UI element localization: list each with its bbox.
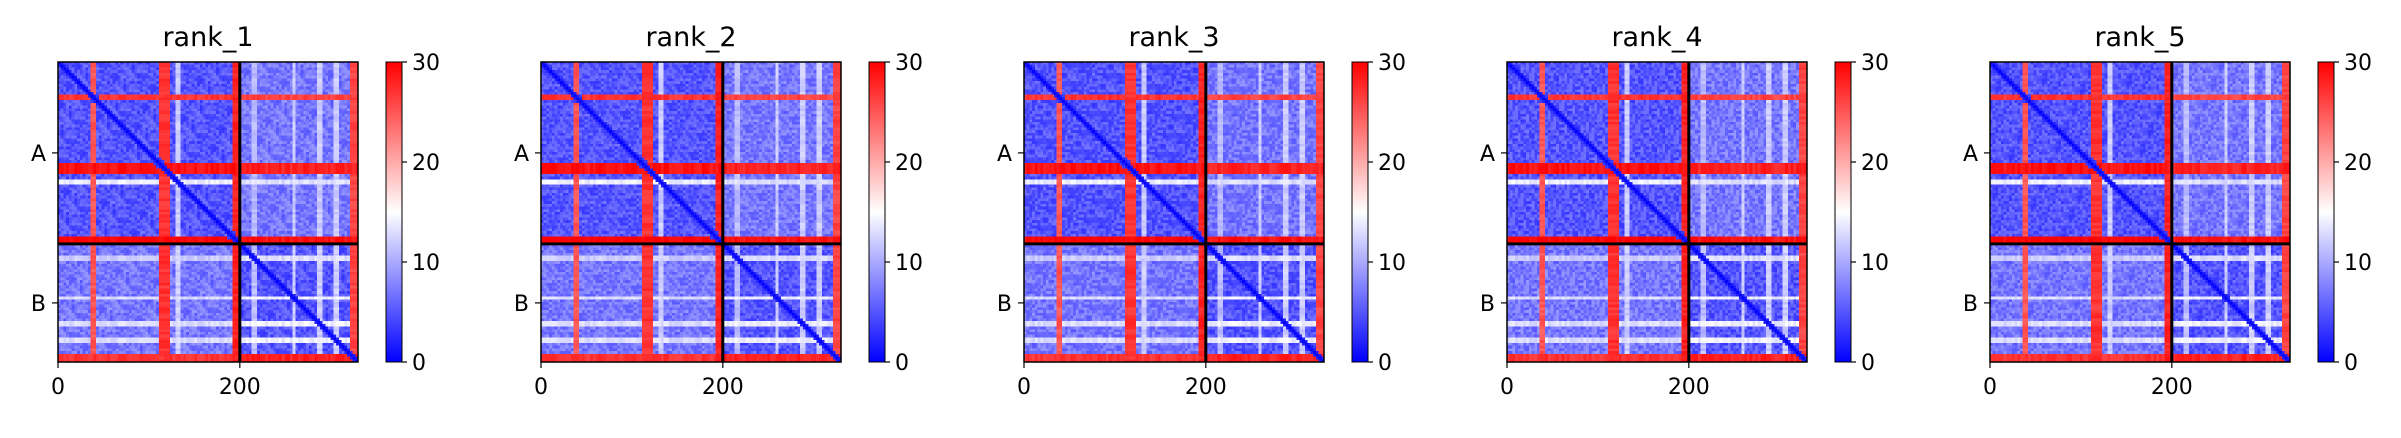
- axes-frame: [1989, 61, 2291, 363]
- colorbar-tick-label: 10: [895, 251, 923, 276]
- colorbar: [2317, 61, 2335, 363]
- x-tick-label: 0: [51, 375, 65, 400]
- x-tick-label: 0: [1017, 375, 1031, 400]
- colorbar-tick-label: 10: [2344, 251, 2372, 276]
- panel-title: rank_4: [1611, 22, 1702, 53]
- colorbar-tick-label: 20: [2344, 151, 2372, 176]
- colorbar: [868, 61, 886, 363]
- colorbar-tick-label: 20: [1378, 151, 1406, 176]
- heatmap-image: [1507, 62, 1807, 362]
- axes-frame: [1023, 61, 1325, 363]
- colorbar-tick-label: 20: [412, 151, 440, 176]
- colorbar-tick-label: 10: [1378, 251, 1406, 276]
- colorbar: [1351, 61, 1369, 363]
- y-tick-label-B: B: [1480, 292, 1495, 317]
- x-tick-label: 200: [2151, 375, 2193, 400]
- panel-rank_3: rank_3 A B 0 200 0 10 20 30: [997, 22, 1406, 400]
- y-tick-label-A: A: [514, 142, 529, 167]
- x-tick-label: 0: [1983, 375, 1997, 400]
- x-tick-label: 0: [1500, 375, 1514, 400]
- panel-rank_4: rank_4 A B 0 200 0 10 20 30: [1480, 22, 1889, 400]
- y-tick-label-B: B: [514, 292, 529, 317]
- axes-frame: [540, 61, 842, 363]
- heatmap-image: [1024, 62, 1324, 362]
- panel-title: rank_5: [2094, 22, 2185, 53]
- y-tick-label-B: B: [31, 292, 46, 317]
- y-tick-label-A: A: [31, 142, 46, 167]
- axes-frame: [1506, 61, 1808, 363]
- axes-frame: [57, 61, 359, 363]
- x-tick-label: 200: [1668, 375, 1710, 400]
- colorbar-tick-label: 20: [895, 151, 923, 176]
- heatmap-image: [58, 62, 358, 362]
- y-tick-label-A: A: [1480, 142, 1495, 167]
- panel-title: rank_1: [162, 22, 253, 53]
- colorbar-tick-label: 0: [1378, 351, 1392, 376]
- colorbar-tick-label: 10: [412, 251, 440, 276]
- colorbar-tick-label: 30: [1378, 51, 1406, 76]
- x-tick-label: 200: [219, 375, 261, 400]
- colorbar-tick-label: 0: [412, 351, 426, 376]
- x-tick-label: 200: [1185, 375, 1227, 400]
- heatmap-image: [1990, 62, 2290, 362]
- colorbar-tick-label: 20: [1861, 151, 1889, 176]
- panel-rank_1: rank_1 A B 0 200 0 10 20 30: [31, 22, 440, 400]
- x-tick-label: 200: [702, 375, 744, 400]
- colorbar-tick-label: 30: [2344, 51, 2372, 76]
- colorbar-tick-label: 0: [2344, 351, 2358, 376]
- colorbar: [385, 61, 403, 363]
- colorbar-tick-label: 10: [1861, 251, 1889, 276]
- y-tick-label-B: B: [997, 292, 1012, 317]
- colorbar-tick-label: 30: [412, 51, 440, 76]
- panel-rank_2: rank_2 A B 0 200 0 10 20 30: [514, 22, 923, 400]
- colorbar-tick-label: 30: [1861, 51, 1889, 76]
- y-tick-label-A: A: [997, 142, 1012, 167]
- panel-title: rank_3: [1128, 22, 1219, 53]
- x-tick-label: 0: [534, 375, 548, 400]
- y-tick-label-B: B: [1963, 292, 1978, 317]
- colorbar: [1834, 61, 1852, 363]
- heatmap-image: [541, 62, 841, 362]
- colorbar-tick-label: 0: [895, 351, 909, 376]
- panel-rank_5: rank_5 A B 0 200 0 10 20 30: [1963, 22, 2372, 400]
- colorbar-tick-label: 30: [895, 51, 923, 76]
- y-tick-label-A: A: [1963, 142, 1978, 167]
- colorbar-tick-label: 0: [1861, 351, 1875, 376]
- panel-title: rank_2: [645, 22, 736, 53]
